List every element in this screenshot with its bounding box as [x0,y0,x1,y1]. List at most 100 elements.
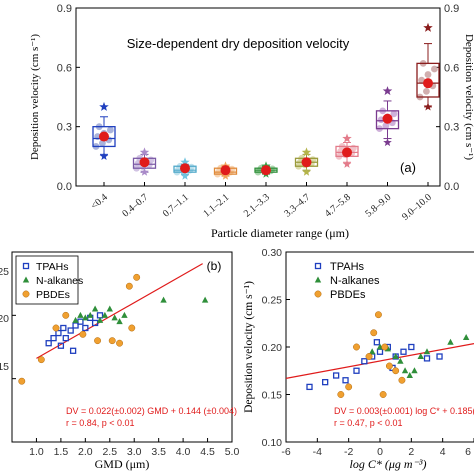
panel-a-box [92,126,116,148]
panel-c-point-square [408,343,415,351]
panel-a-ytick-label-right: 0.3 [444,122,459,134]
panel-b-fit-line [36,263,203,359]
panel-a-mean-dot [301,157,312,168]
panel-a-max-star [423,22,433,32]
panel-b-point-circle-dot [133,273,141,281]
panel-a-ytick-label-right: 0.0 [444,181,459,193]
panel-b-point-square [57,342,65,349]
panel-a-mean-dot [220,165,231,176]
panel-c-xtick-label: 2 [408,446,414,458]
panel-c-point-circle [337,391,345,398]
panel-c-point-square [342,377,349,384]
panel-a-data-point [382,122,390,130]
panel-b-point-triangle [96,316,104,323]
panel-b-point-circle [18,377,26,385]
panel-a-mean-dot [99,131,109,142]
panel-b-xtick-label: 5.0 [225,446,240,458]
panel-a-data-point [431,65,438,73]
panel-c-xtick-label: 6 [465,446,471,458]
panel-a-max-star [139,147,150,157]
panel-c-point-square [361,358,368,365]
panel-c-point-circle-dot [379,391,387,398]
panel-a-min-star [423,102,433,111]
panel-b-point-circle-dot [94,337,102,345]
panel-c-legend-label: N-alkanes [330,275,380,287]
panel-b-point-circle-dot [116,339,124,347]
panel-a-min-star [180,171,190,180]
panel-b-point-circle-dot [79,330,87,338]
panel-c-legend-marker-dot [314,290,322,298]
panel-b-xlabel: GMD (μm) [95,457,150,471]
panel-c-ytick-label: 0.30 [262,247,283,259]
panel-c-point-triangle [401,367,409,374]
panel-c-xlabel: log C* (μg m⁻³) [350,457,427,471]
panel-a-min-star [140,167,149,176]
panel-b-point-triangle [121,311,128,318]
panel-b-point-square [55,329,62,337]
panel-a-title: Size-dependent dry deposition velocity [127,36,350,51]
panel-a-data-point [424,71,432,78]
panel-b-xtick-label: 3.0 [127,446,142,458]
panel-c-point-triangle [368,348,376,355]
panel-a-xtick-label: 9.0–10.0 [400,192,434,223]
panel-c-stats: r = 0.47, p < 0.01 [334,418,403,428]
panel-b-point-square [91,319,99,327]
panel-a-data-point [107,126,114,134]
panel-b-xtick-label: 1.0 [29,446,44,458]
panel-c-point-square [373,339,381,346]
panel-b-point-square [82,324,89,332]
panel-a-min-star [342,159,352,168]
panel-a-ytick-label-left: 0.0 [57,181,72,193]
panel-b-point-circle-dot [128,324,136,332]
panel-c-point-circle-dot [385,362,393,370]
panel-b-ytick-label: 0.25 [0,266,9,278]
panel-c-ytick-label: 0.15 [262,390,283,402]
panel-c-xtick-label: 0 [377,446,383,458]
panel-c-point-circle-dot [365,353,373,360]
panel-a-ytick-label-left: 0.3 [57,122,72,134]
panel-c-point-square [306,383,313,391]
panel-b-point-circle [94,337,102,345]
panel-c-legend-marker [314,290,322,298]
panel-b-legend-marker [22,290,30,298]
panel-c-ytick-label: 0.20 [262,342,283,354]
panel-a-min-star [383,137,392,147]
panel-b-legend-marker [22,276,30,283]
panel-c-xtick-label: -6 [281,446,290,458]
panel-b-point-triangle [101,311,109,318]
panel-c-point-square [353,367,360,374]
panel-a-data-point [390,110,398,118]
panel-c-point-circle-dot [381,343,389,351]
panel-b-stats: r = 0.84, p < 0.01 [66,418,135,428]
panel-b-legend-label: PBDEs [36,289,70,301]
panel-a-xtick-label: 2.1–3.3 [242,192,272,220]
panel-b-legend-marker [22,262,30,270]
panel-b-point-circle [62,311,70,319]
panel-b-point-circle-dot [18,377,26,385]
panel-a-min-star [302,167,311,176]
panel-c-point-circle [345,383,353,391]
panel-a-ytick-label-left: 0.6 [57,62,72,74]
panel-b-point-triangle [106,305,113,312]
panel-a-max-star [382,86,393,96]
panel-a-frame [75,7,441,187]
panel-b-point-triangle [111,314,118,321]
panel-a-ylabel-right: Deposition velocity (cm s⁻¹) [463,34,474,160]
panel-c-ytick-label: 0.10 [262,437,283,449]
panel-b-point-circle [37,356,45,364]
panel-b-point-triangle [77,311,84,318]
panel-c-point-circle-dot [398,376,406,384]
panel-a-mean-dot [139,157,150,168]
panel-c-xtick-label: -2 [344,446,353,458]
panel-c-point-triangle [406,372,413,378]
panel-b-point-triangle [87,311,94,318]
panel-c-point-circle [392,367,400,375]
panel-c-point-square [332,372,340,379]
panel-a-mean-dot [342,147,352,158]
panel-b-point-circle [128,324,136,332]
panel-b-xtick-label: 4.5 [200,446,215,458]
panel-a-mean-dot [382,113,393,124]
panel-b-point-square [62,334,69,342]
panel-c-point-circle-dot [345,383,353,391]
panel-c-equation: DV = 0.003(±0.001) log C* + 0.185( [334,406,474,416]
